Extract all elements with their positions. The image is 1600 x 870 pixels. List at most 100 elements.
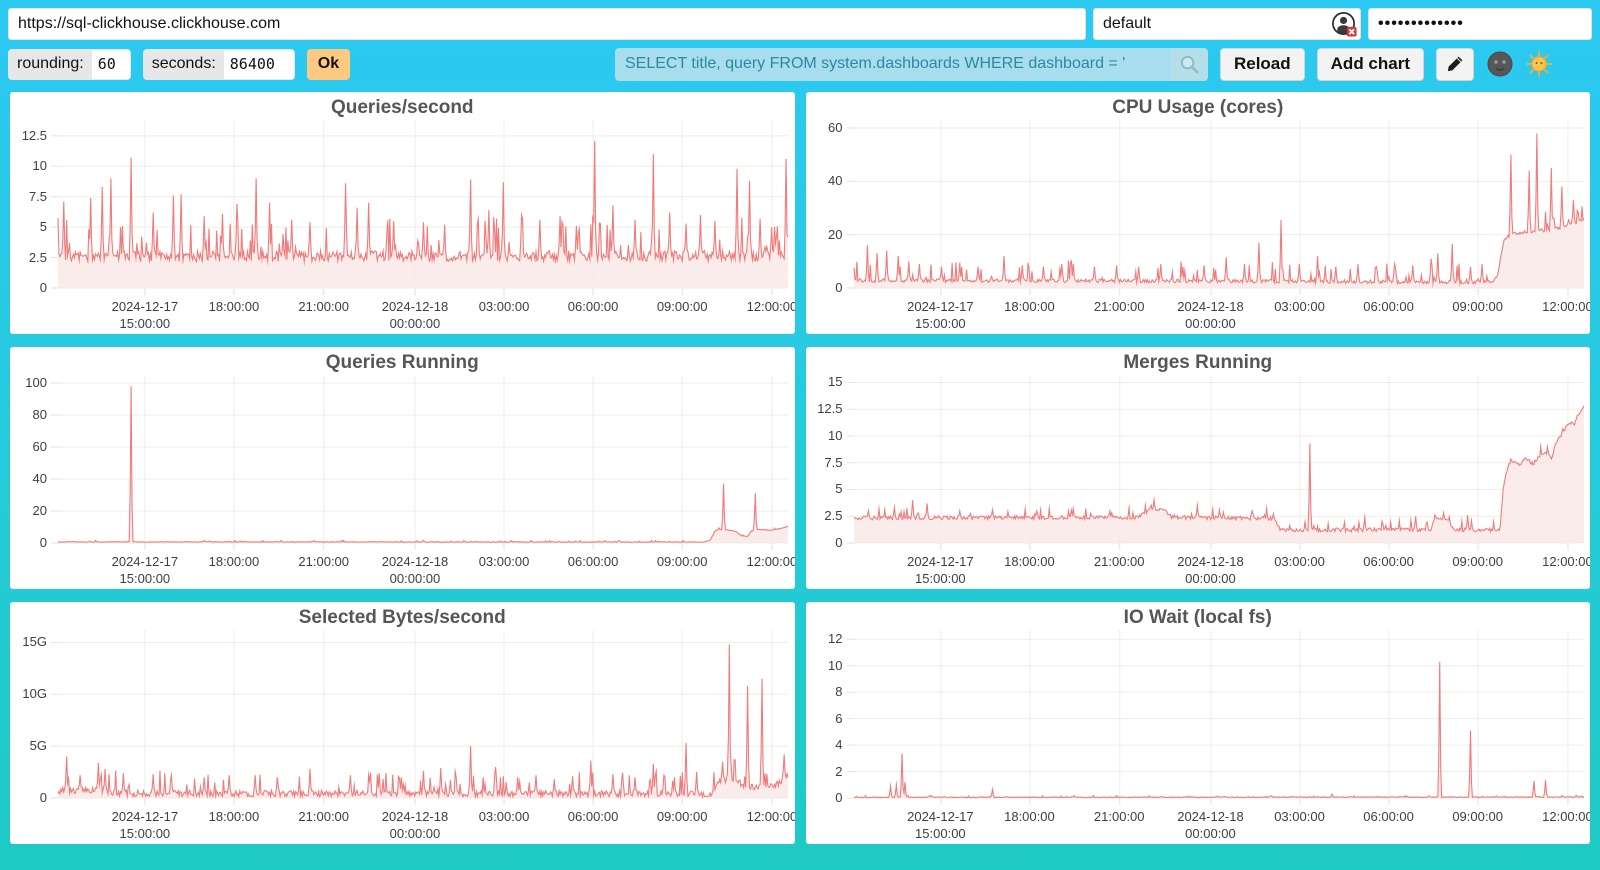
chart-card-queries-running: Queries Running 0 20 40 60 80 100 2024-12-17 15… bbox=[10, 347, 795, 589]
x-tick-label: 21:00:00 bbox=[298, 299, 350, 314]
x-tick-label: 21:00:00 bbox=[1093, 299, 1145, 314]
x-tick-label: 09:00:00 bbox=[1452, 299, 1503, 314]
chart-canvas bbox=[10, 602, 795, 844]
y-tick-label: 20 bbox=[32, 503, 47, 518]
x-tick-label: 21:00:00 bbox=[1093, 809, 1145, 824]
user-auth-error-icon bbox=[1330, 10, 1358, 38]
light-theme-toggle[interactable] bbox=[1525, 51, 1552, 78]
y-tick-label: 10 bbox=[828, 657, 843, 673]
y-tick-label: 8 bbox=[835, 684, 843, 700]
search-icon bbox=[1178, 53, 1201, 76]
x-tick-label: 2024-12-18 00:00:00 bbox=[381, 299, 449, 331]
x-tick-label: 2024-12-17 15:00:00 bbox=[907, 554, 974, 586]
x-tick-label: 2024-12-17 15:00:00 bbox=[111, 554, 179, 586]
chart-canvas bbox=[805, 347, 1590, 589]
search-input[interactable] bbox=[614, 47, 1171, 81]
chart-card-cpu-usage: CPU Usage (cores) 0 20 40 60 2024-12-17 15:00… bbox=[805, 92, 1590, 334]
add-chart-button[interactable]: Add chart bbox=[1316, 47, 1424, 81]
rounding-input[interactable] bbox=[91, 49, 130, 79]
y-tick-label: 0 bbox=[835, 790, 843, 805]
seconds-input[interactable] bbox=[223, 49, 294, 79]
x-tick-label: 09:00:00 bbox=[656, 554, 708, 569]
y-tick-label: 0 bbox=[39, 790, 47, 805]
chart-card-queries-per-second: Queries/second 0 2.5 5 7.5 10 12.5 2024-12-17 1… bbox=[10, 92, 795, 334]
chart-card-io-wait: IO Wait (local fs) 0 2 4 6 8 10 12 2024-12-17 15… bbox=[805, 602, 1590, 844]
y-tick-label: 12.5 bbox=[817, 401, 843, 417]
x-tick-label: 06:00:00 bbox=[567, 299, 619, 314]
url-input[interactable] bbox=[8, 8, 1086, 40]
x-tick-label: 03:00:00 bbox=[1274, 554, 1325, 569]
x-tick-label: 06:00:00 bbox=[1363, 809, 1414, 824]
y-tick-label: 12.5 bbox=[21, 127, 47, 143]
password-input[interactable] bbox=[1368, 8, 1592, 40]
chart-title: Queries Running bbox=[325, 352, 479, 373]
x-tick-label: 2024-12-17 15:00:00 bbox=[111, 299, 179, 331]
dark-theme-toggle[interactable] bbox=[1486, 51, 1513, 78]
chart-title: Queries/second bbox=[330, 97, 474, 118]
y-tick-label: 4 bbox=[835, 737, 843, 753]
x-tick-label: 03:00:00 bbox=[1274, 809, 1325, 824]
x-tick-label: 06:00:00 bbox=[567, 809, 619, 824]
y-tick-label: 60 bbox=[828, 120, 843, 135]
y-tick-label: 0 bbox=[835, 280, 843, 295]
x-tick-label: 18:00:00 bbox=[1004, 554, 1055, 569]
seconds-control: seconds: bbox=[142, 48, 295, 80]
chart-title: IO Wait (local fs) bbox=[1123, 607, 1272, 628]
x-tick-label: 2024-12-18 00:00:00 bbox=[1177, 554, 1244, 586]
rounding-control: rounding: bbox=[8, 48, 131, 80]
ok-button[interactable]: Ok bbox=[306, 48, 351, 80]
x-tick-label: 12:00:00 bbox=[1542, 809, 1590, 824]
chart-canvas bbox=[805, 602, 1590, 844]
x-tick-label: 2024-12-18 00:00:00 bbox=[1177, 299, 1244, 331]
y-tick-label: 40 bbox=[32, 471, 47, 486]
search-button[interactable] bbox=[1170, 47, 1208, 81]
x-tick-label: 12:00:00 bbox=[746, 554, 795, 569]
edit-button[interactable] bbox=[1436, 47, 1474, 81]
reload-button[interactable]: Reload bbox=[1219, 47, 1305, 81]
chart-title: CPU Usage (cores) bbox=[1112, 97, 1284, 118]
x-tick-label: 18:00:00 bbox=[1004, 299, 1055, 314]
x-tick-label: 06:00:00 bbox=[567, 554, 619, 569]
y-tick-label: 2.5 bbox=[824, 508, 843, 524]
seconds-label: seconds: bbox=[143, 49, 224, 79]
y-tick-label: 20 bbox=[828, 226, 843, 242]
chart-card-merges-running: Merges Running 0 2.5 5 7.5 10 12.5 15 2024-12-1… bbox=[805, 347, 1590, 589]
chart-card-selected-bytes: Selected Bytes/second 0 5G 10G 15G 2024-12-1… bbox=[10, 602, 795, 844]
user-field-wrap bbox=[1093, 8, 1361, 40]
y-tick-label: 2 bbox=[835, 763, 843, 779]
toolbar: rounding: seconds: Ok Reload Add chart bbox=[8, 46, 1592, 82]
y-tick-label: 5 bbox=[39, 219, 47, 235]
y-tick-label: 0 bbox=[835, 535, 843, 550]
chart-canvas bbox=[10, 347, 795, 589]
x-tick-label: 12:00:00 bbox=[746, 299, 795, 314]
x-tick-label: 09:00:00 bbox=[1452, 809, 1503, 824]
user-input[interactable] bbox=[1093, 8, 1361, 40]
x-tick-label: 18:00:00 bbox=[208, 554, 260, 569]
x-tick-label: 21:00:00 bbox=[1093, 554, 1145, 569]
connection-bar bbox=[8, 8, 1592, 40]
x-tick-label: 21:00:00 bbox=[298, 809, 350, 824]
x-tick-label: 12:00:00 bbox=[746, 809, 795, 824]
chart-canvas bbox=[10, 92, 795, 334]
moon-icon bbox=[1487, 51, 1513, 77]
y-tick-label: 10 bbox=[32, 158, 47, 174]
y-tick-label: 60 bbox=[32, 439, 47, 454]
x-tick-label: 03:00:00 bbox=[478, 809, 530, 824]
y-tick-label: 15 bbox=[828, 374, 843, 390]
y-tick-label: 10 bbox=[828, 427, 843, 443]
y-tick-label: 12 bbox=[828, 631, 843, 647]
x-tick-label: 12:00:00 bbox=[1542, 554, 1590, 569]
y-tick-label: 10G bbox=[22, 686, 47, 702]
x-tick-label: 12:00:00 bbox=[1542, 299, 1590, 314]
x-tick-label: 03:00:00 bbox=[478, 299, 530, 314]
x-tick-label: 2024-12-18 00:00:00 bbox=[381, 809, 449, 841]
x-tick-label: 2024-12-17 15:00:00 bbox=[111, 809, 179, 841]
sun-icon bbox=[1525, 51, 1552, 77]
charts-grid: Queries/second 0 2.5 5 7.5 10 12.5 2024-12-17 1… bbox=[10, 92, 1590, 844]
y-tick-label: 7.5 bbox=[824, 454, 843, 470]
y-tick-label: 15G bbox=[22, 634, 47, 650]
x-tick-label: 09:00:00 bbox=[1452, 554, 1503, 569]
x-tick-label: 2024-12-18 00:00:00 bbox=[381, 554, 449, 586]
x-tick-label: 18:00:00 bbox=[1004, 809, 1055, 824]
x-tick-label: 09:00:00 bbox=[656, 299, 708, 314]
